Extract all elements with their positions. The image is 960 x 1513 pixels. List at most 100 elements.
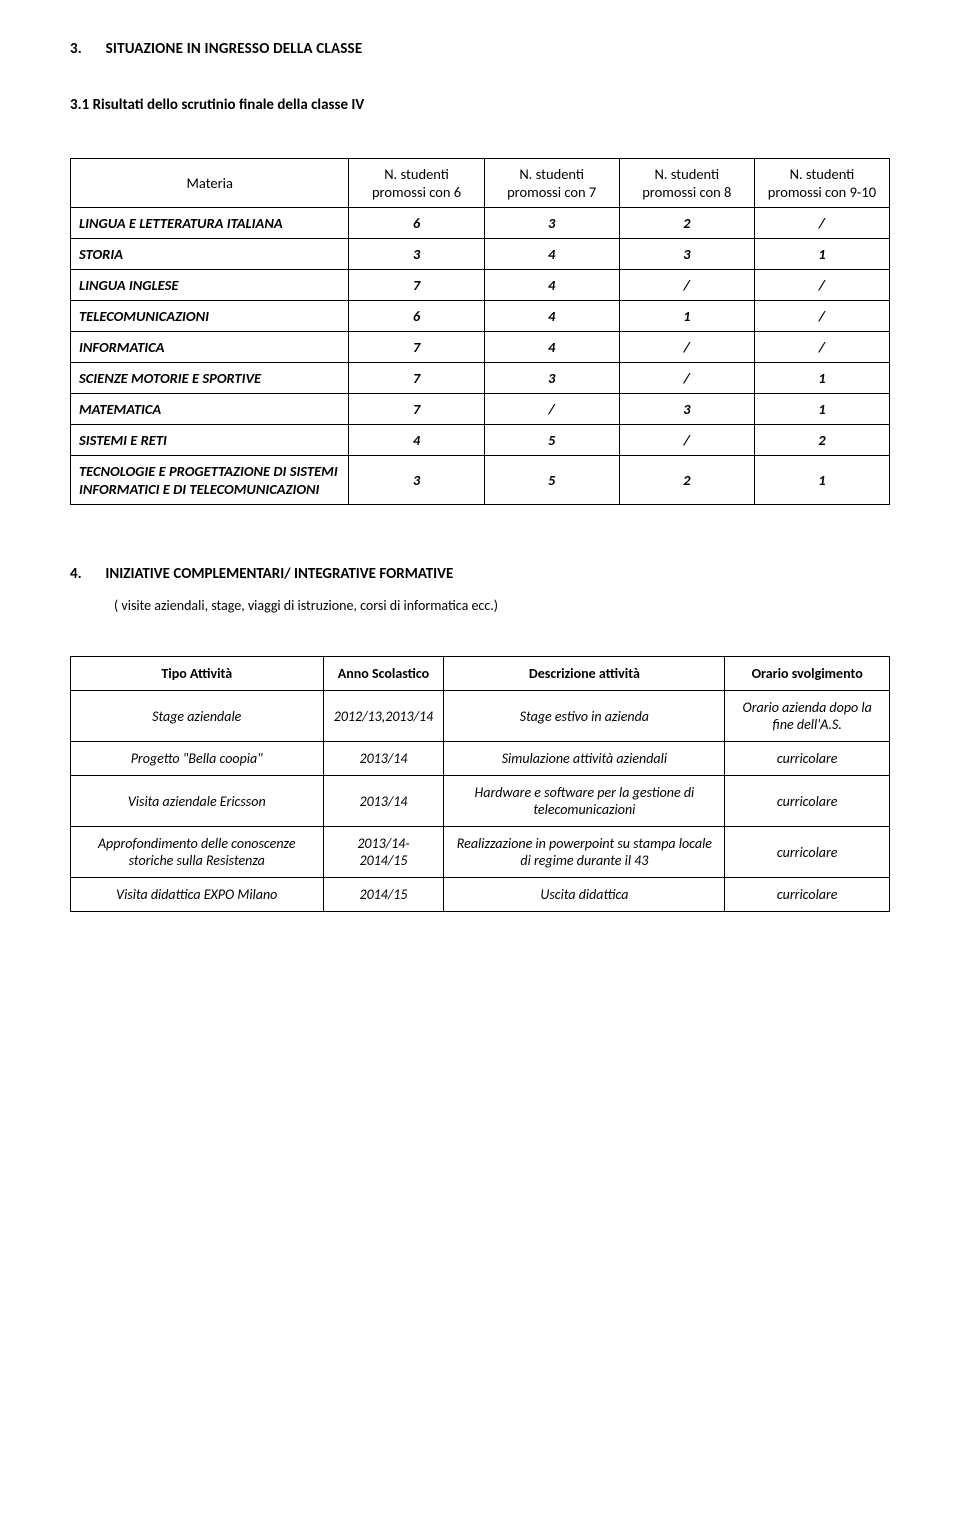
row-value: 2 [754,425,889,456]
row-value: 6 [349,301,484,332]
row-label: SISTEMI E RETI [71,425,349,456]
row-label: LINGUA E LETTERATURA ITALIANA [71,208,349,239]
act-col-tipo: Tipo Attività [71,657,324,691]
col-n6: N. studenti promossi con 6 [349,159,484,208]
row-label: SCIENZE MOTORIE E SPORTIVE [71,363,349,394]
row-cell: Stage estivo in azienda [444,691,725,742]
section3-num: 3. [70,40,102,58]
section4-sub: ( visite aziendali, stage, viaggi di ist… [114,597,890,614]
scrutinio-table: Materia N. studenti promossi con 6 N. st… [70,158,890,505]
row-label: TECNOLOGIE E PROGETTAZIONE DI SISTEMI IN… [71,456,349,505]
row-value: / [619,332,754,363]
row-cell: 2013/14-2014/15 [323,827,444,878]
row-cell: Visita aziendale Ericsson [71,776,324,827]
row-label: STORIA [71,239,349,270]
row-value: / [484,394,619,425]
table-row: LINGUA INGLESE74// [71,270,890,301]
row-value: 7 [349,363,484,394]
row-value: 1 [754,394,889,425]
row-value: 1 [619,301,754,332]
attivita-tbody: Stage aziendale2012/13,2013/14Stage esti… [71,691,890,912]
row-cell: Realizzazione in powerpoint su stampa lo… [444,827,725,878]
table-row: MATEMATICA7/31 [71,394,890,425]
act-col-desc: Descrizione attività [444,657,725,691]
row-value: 2 [619,208,754,239]
row-value: 1 [754,239,889,270]
row-value: 5 [484,456,619,505]
row-value: / [754,301,889,332]
col-n8: N. studenti promossi con 8 [619,159,754,208]
col-materia: Materia [71,159,349,208]
act-col-orario: Orario svolgimento [725,657,890,691]
section4-heading: 4. INIZIATIVE COMPLEMENTARI/ INTEGRATIVE… [70,565,890,583]
row-value: 3 [619,394,754,425]
row-value: 7 [349,394,484,425]
row-cell: curricolare [725,878,890,912]
attivita-table: Tipo Attività Anno Scolastico Descrizion… [70,656,890,912]
table-row: Visita didattica EXPO Milano2014/15Uscit… [71,878,890,912]
row-cell: 2012/13,2013/14 [323,691,444,742]
table-row: SCIENZE MOTORIE E SPORTIVE73/1 [71,363,890,394]
row-value: 7 [349,270,484,301]
row-value: 3 [349,239,484,270]
row-cell: Approfondimento delle conoscenze storich… [71,827,324,878]
row-cell: Uscita didattica [444,878,725,912]
row-label: MATEMATICA [71,394,349,425]
row-value: 3 [619,239,754,270]
row-cell: 2014/15 [323,878,444,912]
row-label: INFORMATICA [71,332,349,363]
table-row: Stage aziendale2012/13,2013/14Stage esti… [71,691,890,742]
table-row: Approfondimento delle conoscenze storich… [71,827,890,878]
row-cell: Stage aziendale [71,691,324,742]
row-value: 5 [484,425,619,456]
row-value: 3 [484,363,619,394]
row-cell: Simulazione attività aziendali [444,742,725,776]
row-label: TELECOMUNICAZIONI [71,301,349,332]
row-value: 4 [484,332,619,363]
attivita-header-row: Tipo Attività Anno Scolastico Descrizion… [71,657,890,691]
row-value: 4 [349,425,484,456]
row-cell: Hardware e software per la gestione di t… [444,776,725,827]
row-cell: Progetto "Bella coopia" [71,742,324,776]
table-row: LINGUA E LETTERATURA ITALIANA632/ [71,208,890,239]
row-value: / [619,270,754,301]
row-value: / [754,332,889,363]
row-value: 6 [349,208,484,239]
table-row: Progetto "Bella coopia"2013/14Simulazion… [71,742,890,776]
section3-subheading: 3.1 Risultati dello scrutinio finale del… [70,96,890,114]
row-value: 2 [619,456,754,505]
section4-title: INIZIATIVE COMPLEMENTARI/ INTEGRATIVE FO… [105,565,453,583]
row-value: 4 [484,301,619,332]
row-value: 4 [484,270,619,301]
row-cell: curricolare [725,827,890,878]
col-n7: N. studenti promossi con 7 [484,159,619,208]
section3-title: SITUAZIONE IN INGRESSO DELLA CLASSE [106,40,363,58]
row-value: 1 [754,456,889,505]
table-row: TECNOLOGIE E PROGETTAZIONE DI SISTEMI IN… [71,456,890,505]
scrutinio-tbody: LINGUA E LETTERATURA ITALIANA632/STORIA3… [71,208,890,505]
row-label: LINGUA INGLESE [71,270,349,301]
table-row: INFORMATICA74// [71,332,890,363]
act-col-anno: Anno Scolastico [323,657,444,691]
row-value: / [619,363,754,394]
row-cell: Visita didattica EXPO Milano [71,878,324,912]
table-row: Visita aziendale Ericsson2013/14Hardware… [71,776,890,827]
row-value: 3 [484,208,619,239]
row-value: 4 [484,239,619,270]
row-value: / [754,270,889,301]
row-cell: Orario azienda dopo la fine dell'A.S. [725,691,890,742]
row-value: / [619,425,754,456]
section4-num: 4. [70,565,102,583]
row-value: 1 [754,363,889,394]
row-cell: 2013/14 [323,742,444,776]
col-n910: N. studenti promossi con 9-10 [754,159,889,208]
table-row: STORIA3431 [71,239,890,270]
row-cell: curricolare [725,776,890,827]
row-value: / [754,208,889,239]
row-value: 3 [349,456,484,505]
row-cell: curricolare [725,742,890,776]
table-row: TELECOMUNICAZIONI641/ [71,301,890,332]
row-cell: 2013/14 [323,776,444,827]
table-header-row: Materia N. studenti promossi con 6 N. st… [71,159,890,208]
table-row: SISTEMI E RETI45/2 [71,425,890,456]
